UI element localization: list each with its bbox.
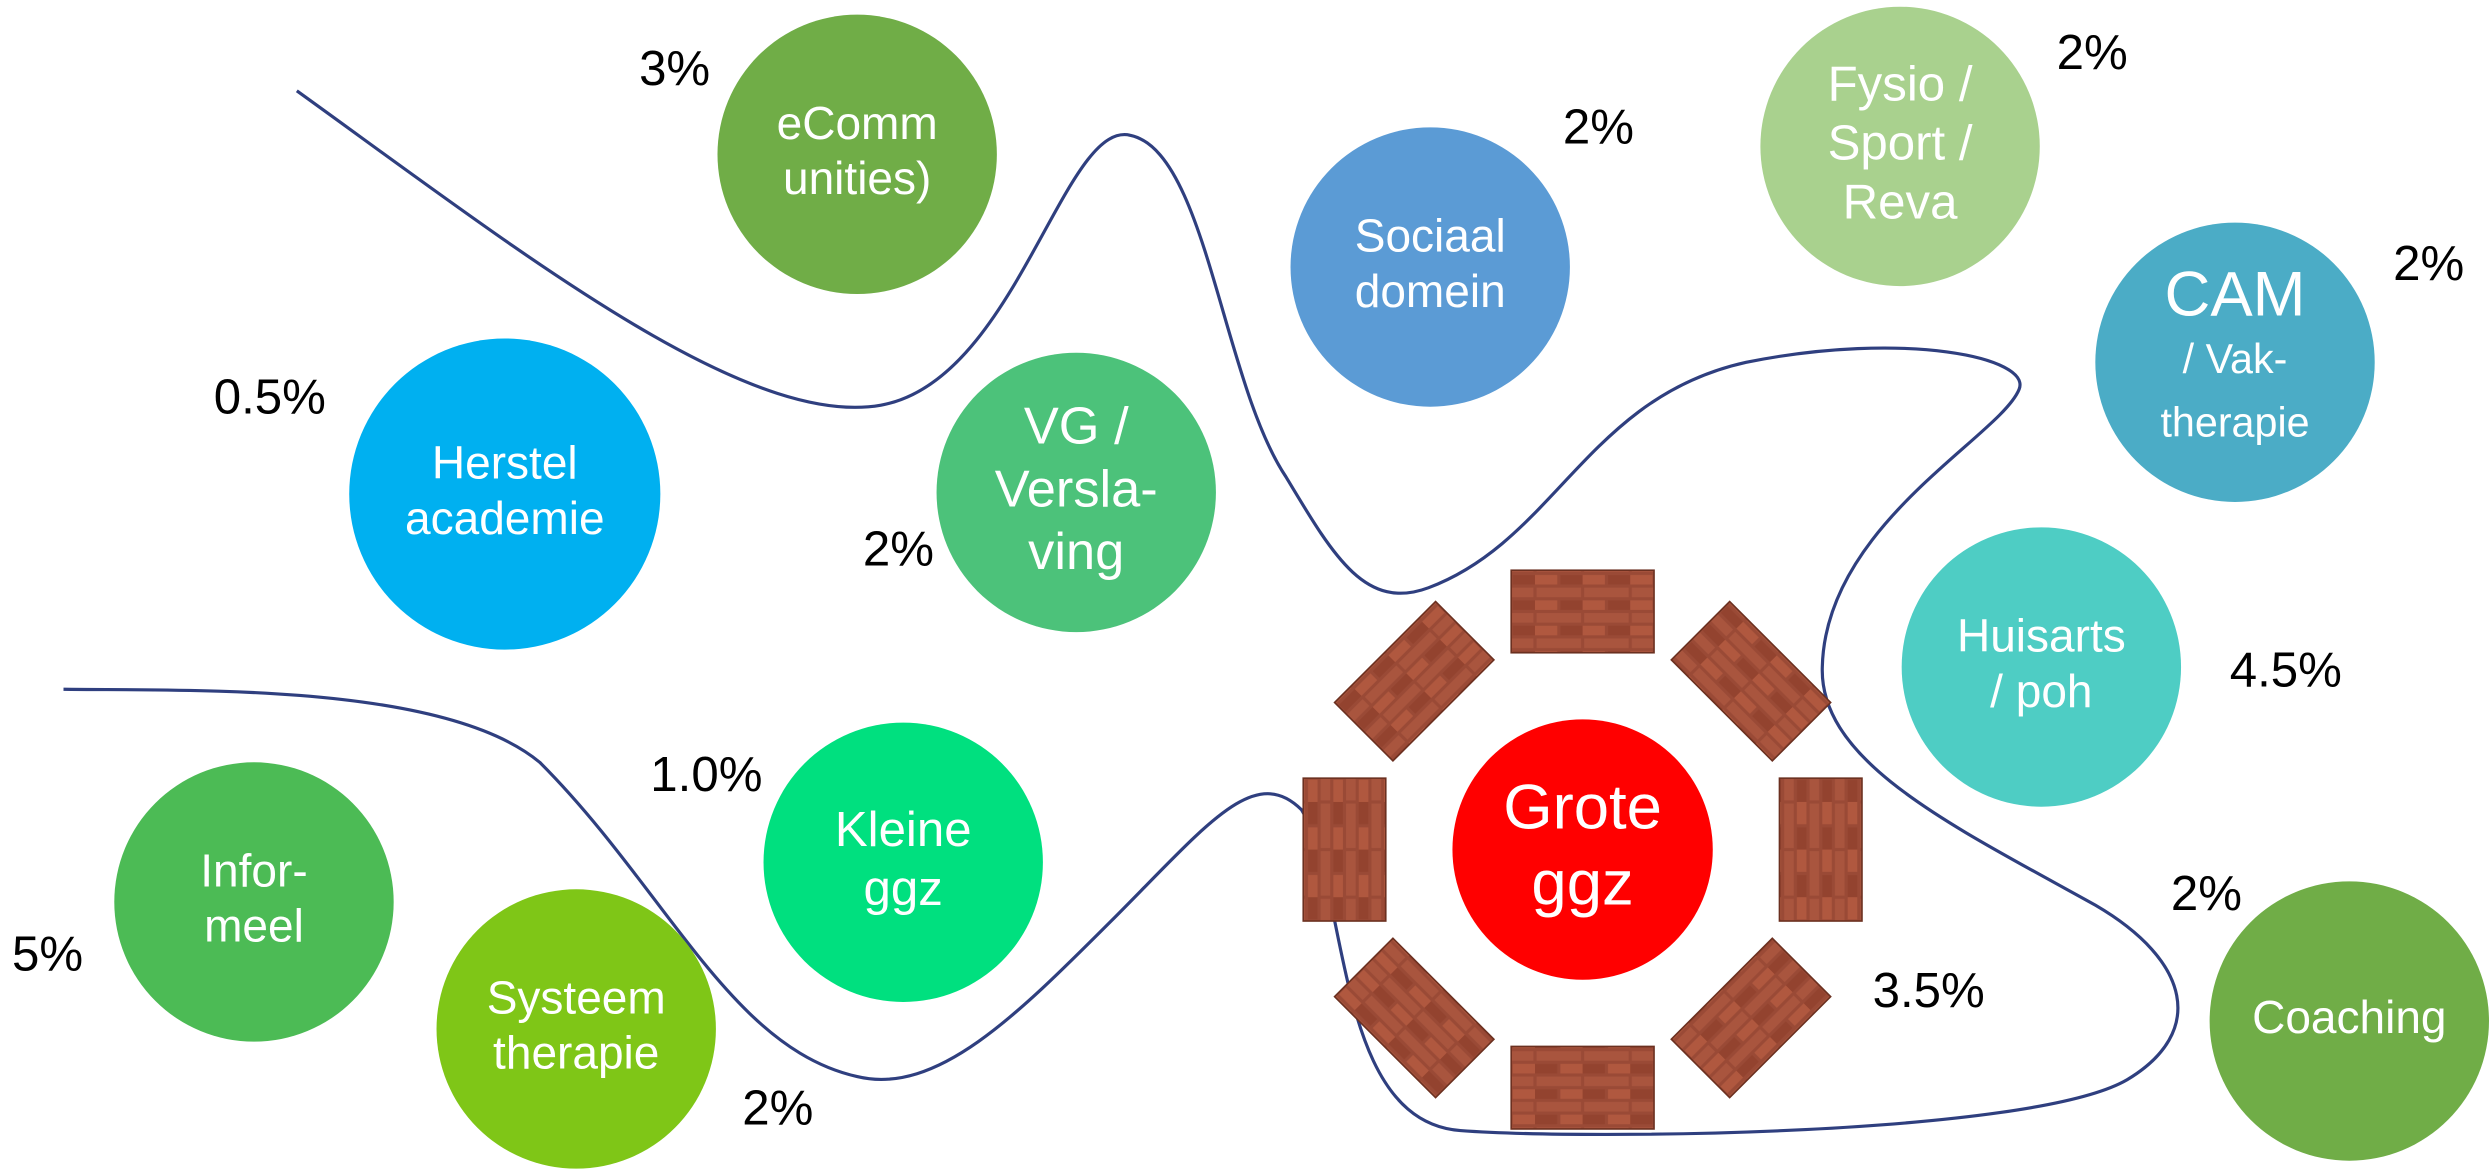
brick (1333, 600, 1496, 763)
node-circle (1901, 527, 2182, 807)
node-label: therapie (2160, 400, 2309, 446)
percent-label: 4.5% (2230, 642, 2342, 697)
node-label: ggz (864, 861, 943, 916)
node: CAM / Vak-therapie (2095, 222, 2375, 502)
node: Fysio /Sport /Reva (1760, 6, 2040, 287)
percent-label: 1.0% (650, 747, 762, 802)
node-label: Kleine (835, 802, 972, 857)
brick (1333, 937, 1496, 1099)
node-label: Versla- (995, 460, 1158, 518)
node-circle (436, 889, 716, 1169)
node-circle (717, 14, 997, 295)
node-label: domein (1355, 265, 1506, 317)
percent-label: 2% (1563, 100, 1634, 155)
node: Coaching (2209, 881, 2489, 1161)
brick-ring (1302, 569, 1863, 1130)
brick (1670, 937, 1832, 1099)
node-circle (1452, 719, 1713, 980)
node: VG /Versla-ving (936, 352, 1216, 633)
node-label: ving (1028, 523, 1124, 581)
node-label: academie (405, 492, 605, 544)
node-label: Herstel (432, 437, 578, 489)
percent-label: 2% (2171, 866, 2242, 921)
brick (1302, 777, 1387, 922)
node-circle (1290, 127, 1570, 407)
node-circle (349, 338, 661, 650)
node-label: Fysio / (1828, 56, 1973, 111)
percent-label: 0.5% (214, 369, 326, 424)
node-circle (2095, 222, 2375, 502)
brick (1778, 777, 1863, 922)
node: Huisarts/ poh (1901, 527, 2182, 807)
brick (1510, 1045, 1655, 1130)
node-circle (1760, 6, 2040, 287)
boundary-curve (63, 89, 2180, 1137)
node-label: Sociaal (1355, 210, 1506, 262)
node: Infor-meel (114, 762, 394, 1042)
node-label: Infor- (200, 845, 307, 897)
node-label: Grote (1503, 772, 1662, 842)
node-circle (2209, 881, 2489, 1161)
node-circle (936, 352, 1216, 633)
node-label: Coaching (2252, 991, 2446, 1043)
percent-label: 2% (2057, 25, 2128, 80)
percent-label: 3.5% (1873, 963, 1985, 1018)
node-label: Systeem (487, 972, 666, 1024)
node-label: ggz (1531, 848, 1633, 918)
node-label: VG / (1024, 397, 1129, 455)
node-label: Huisarts (1957, 610, 2126, 662)
node-label: unities) (783, 152, 931, 204)
percent-label: 5% (12, 927, 83, 982)
percent-label: 2% (863, 522, 934, 577)
node-label: Reva (1843, 174, 1958, 229)
node-label: / Vak- (2183, 336, 2288, 382)
percent-label: 3% (639, 41, 710, 96)
percent-label: 2% (742, 1081, 813, 1136)
node-label: / poh (1990, 665, 2092, 717)
node-label: meel (204, 900, 304, 952)
node-circle (114, 762, 394, 1042)
percent-label: 2% (2393, 236, 2464, 291)
brick (1670, 600, 1832, 763)
node-label: eComm (777, 97, 938, 149)
node-label: therapie (493, 1027, 659, 1079)
brick (1510, 569, 1655, 654)
node-circle (763, 722, 1043, 1002)
node-label: CAM (2164, 260, 2305, 330)
node-label: Sport / (1828, 115, 1973, 170)
